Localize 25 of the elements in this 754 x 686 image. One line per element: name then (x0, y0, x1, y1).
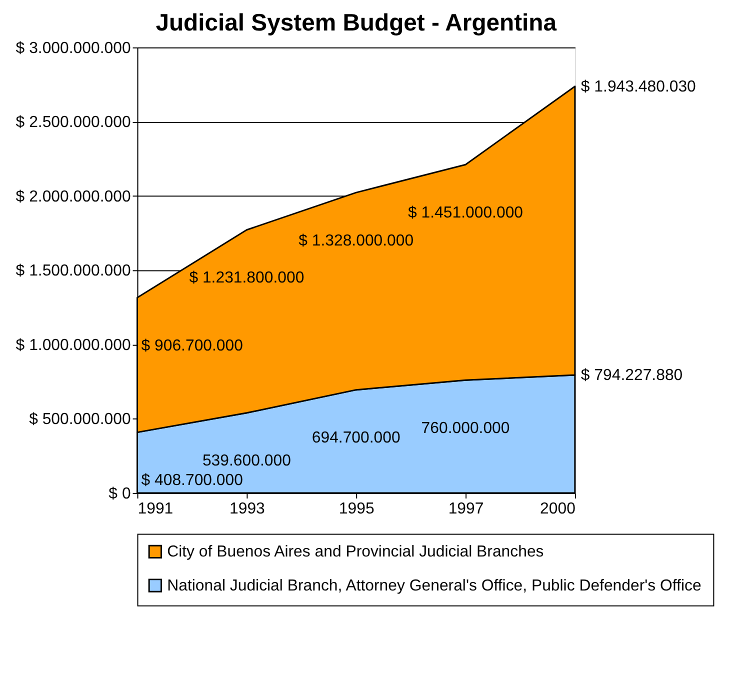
legend-label: National Judicial Branch, Attorney General's Office, Public Defender's Office (167, 578, 702, 595)
data-label: $ 1.451.000.000 (408, 204, 524, 222)
y-tick-label: $ 3.000.000.000 (16, 40, 131, 57)
data-label: 694.700.000 (312, 430, 400, 447)
y-tick-label: $ 1.000.000.000 (16, 336, 131, 354)
data-label: $ 794.227.880 (580, 367, 683, 384)
chart-title: Judicial System Budget - Argentina (156, 9, 558, 36)
y-tick-label: $ 2.500.000.000 (16, 114, 131, 132)
data-label: 760.000.000 (421, 420, 510, 437)
data-label: 539.600.000 (202, 452, 292, 470)
data-label: $ 906.700.000 (141, 337, 244, 354)
data-label: $ 1.943.480.030 (580, 78, 696, 96)
y-tick-label: $ 0 (108, 485, 131, 502)
x-tick-label: 2000 (540, 500, 576, 518)
y-tick-label: $ 500.000.000 (29, 411, 131, 428)
x-tick-label: 1997 (448, 500, 484, 518)
x-tick-label: 1991 (138, 500, 174, 518)
legend-label: City of Buenos Aires and Provincial Judicial Branches (167, 544, 544, 561)
data-label: $ 408.700.000 (141, 472, 244, 490)
data-label: $ 1.328.000.000 (298, 232, 414, 250)
x-tick-label: 1995 (338, 500, 374, 518)
data-label: $ 1.231.800.000 (189, 270, 304, 287)
y-tick-label: $ 1.500.000.000 (16, 262, 131, 280)
x-tick-label: 1993 (229, 500, 266, 518)
y-tick-label: $ 2.000.000.000 (16, 188, 131, 206)
